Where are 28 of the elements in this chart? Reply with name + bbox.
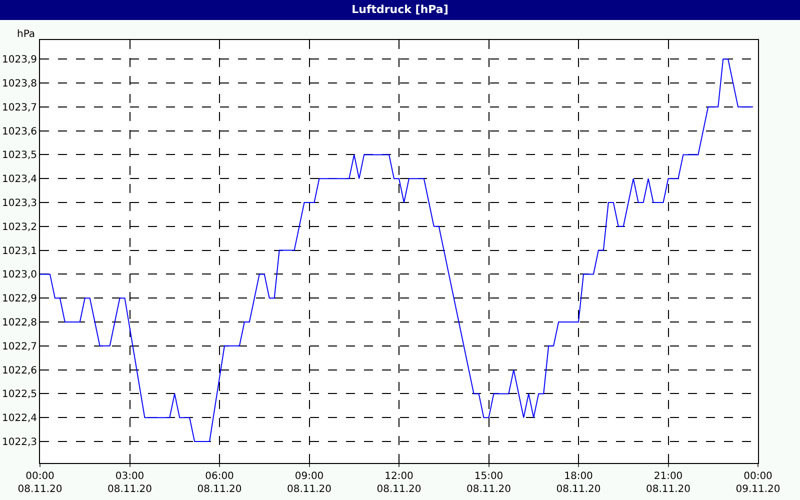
y-tick-label: 1023,5 <box>2 150 37 162</box>
y-tick-label: 1023,7 <box>2 102 37 114</box>
chart-title: Luftdruck [hPa] <box>0 0 800 20</box>
y-tick-label: 1023,4 <box>2 174 37 186</box>
y-tick-label: 1022,6 <box>2 365 37 376</box>
x-tick-label: 09:00 08.11.20 <box>286 471 332 495</box>
y-tick-label: 1023,2 <box>2 222 37 233</box>
y-tick-label: 1022,8 <box>2 318 37 328</box>
x-tick-label: 00:00 09.11.20 <box>736 471 780 495</box>
x-tick-label: 06:00 08.11.20 <box>197 471 242 495</box>
y-tick-label: 1023,9 <box>2 54 37 66</box>
y-tick-label: 1023,0 <box>2 270 37 281</box>
x-tick-label: 18:00 08.11.20 <box>556 471 601 495</box>
y-tick-label: 1022,9 <box>2 294 37 305</box>
y-tick-label: 1023,1 <box>2 246 37 257</box>
y-tick-label: 1023,6 <box>2 126 37 138</box>
x-tick-label: 21:00 08.11.20 <box>646 471 691 495</box>
x-tick-label: 12:00 08.11.20 <box>376 471 422 495</box>
y-axis-title: hPa <box>17 29 36 40</box>
y-tick-label: 1022,3 <box>2 436 37 448</box>
x-tick-label: 15:00 08.11.20 <box>466 471 512 495</box>
y-tick-label: 1022,5 <box>2 389 37 400</box>
x-tick-label: 00:00 08.11.20 <box>18 471 62 495</box>
y-tick-label: 1023,3 <box>2 198 37 210</box>
y-tick-label: 1022,7 <box>2 341 37 352</box>
y-tick-label: 1022,4 <box>2 413 37 424</box>
y-tick-label: 1023,8 <box>2 78 37 90</box>
x-tick-label: 03:00 08.11.20 <box>107 471 152 495</box>
